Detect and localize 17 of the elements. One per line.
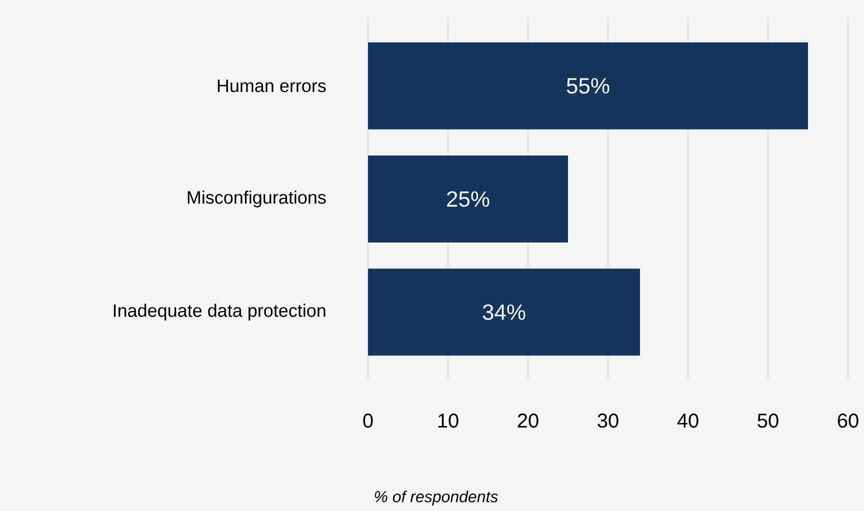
y-tick-label: Human errors: [218, 80, 326, 92]
x-tick-label: 60: [838, 414, 858, 428]
data-label: 25%: [447, 191, 490, 207]
x-tick-label: 10: [438, 414, 458, 428]
x-tick-label: 40: [677, 414, 698, 428]
bar: [368, 42, 808, 130]
bar: [368, 156, 568, 243]
bar: [368, 268, 640, 356]
x-tick-label: 30: [598, 414, 618, 428]
x-tick-label: 20: [518, 414, 538, 428]
data-label: 34%: [482, 304, 526, 320]
x-tick-label: 0: [363, 414, 373, 428]
data-label: 55%: [566, 78, 610, 94]
x-tick-label: 50: [758, 414, 778, 428]
x-axis-title: % of respondents: [374, 490, 498, 506]
y-tick-label: Inadequate data protection: [114, 304, 326, 321]
y-tick-label: Misconfigurations: [188, 190, 326, 208]
